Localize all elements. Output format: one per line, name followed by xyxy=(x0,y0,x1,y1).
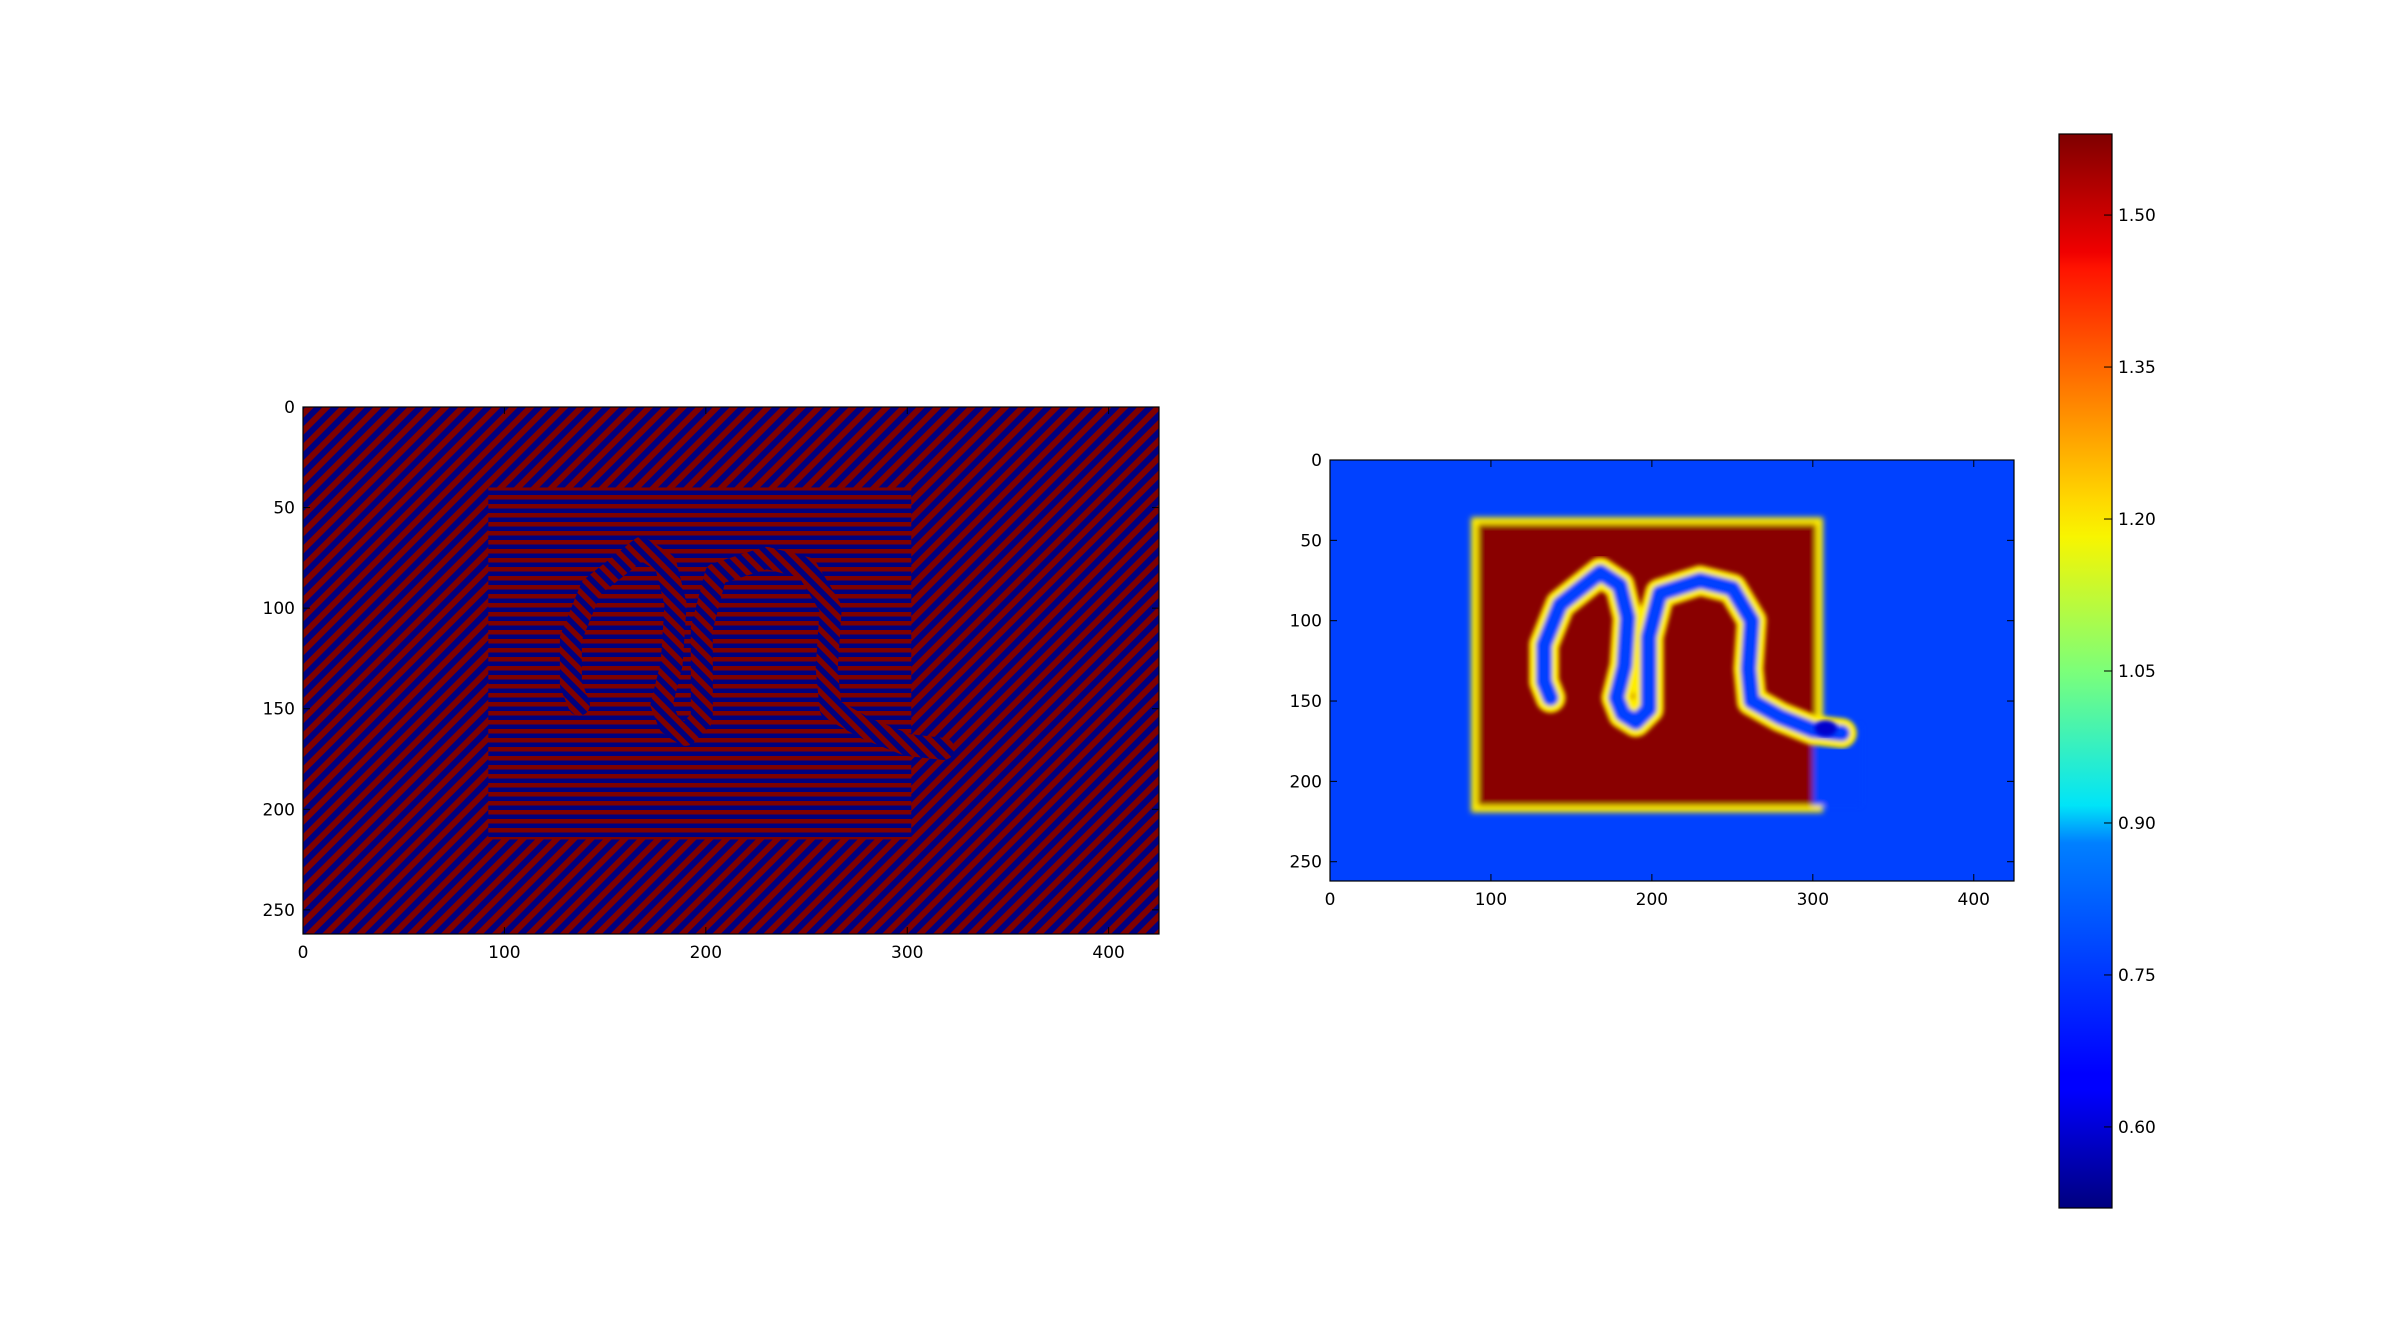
left-x-axis: 0 100 200 300 400 xyxy=(298,407,1125,963)
right-y-axis: 0 50 100 150 200 250 xyxy=(1290,451,2014,873)
y-tick-label: 50 xyxy=(273,499,295,519)
colorbar-tick-label: 1.20 xyxy=(2118,510,2156,530)
y-tick-label: 200 xyxy=(263,800,295,820)
x-tick-label: 300 xyxy=(891,943,923,963)
y-tick-label: 150 xyxy=(1290,692,1322,712)
right-plot-frame xyxy=(1329,459,2015,882)
y-tick-label: 50 xyxy=(1300,531,1322,551)
x-tick-label: 200 xyxy=(690,943,722,963)
y-tick-label: 250 xyxy=(263,901,295,921)
x-tick-label: 400 xyxy=(1958,890,1990,910)
colorbar-tick-label: 0.60 xyxy=(2118,1118,2156,1138)
left-curved-band xyxy=(559,536,955,760)
colorbar-tick-label: 0.90 xyxy=(2118,814,2156,834)
y-tick-label: 100 xyxy=(1290,612,1322,632)
band-end-blob xyxy=(1814,720,1837,737)
x-tick-label: 100 xyxy=(488,943,520,963)
y-tick-label: 250 xyxy=(1290,853,1322,873)
left-y-axis: 0 50 100 150 200 250 xyxy=(263,398,1159,921)
y-tick-label: 0 xyxy=(1311,451,1322,471)
x-tick-label: 300 xyxy=(1797,890,1829,910)
x-tick-label: 200 xyxy=(1636,890,1668,910)
colorbar-ticks: 0.60 0.75 0.90 1.05 1.20 1.35 1.50 xyxy=(2104,206,2156,1138)
x-tick-label: 400 xyxy=(1092,943,1124,963)
band-core xyxy=(1536,564,1850,742)
y-tick-label: 200 xyxy=(1290,772,1322,792)
right-x-axis: 0 100 200 300 400 xyxy=(1325,460,1990,910)
colorbar: 0.60 0.75 0.90 1.05 1.20 1.35 1.50 xyxy=(2058,133,2156,1209)
y-tick-label: 150 xyxy=(263,700,295,720)
y-tick-label: 0 xyxy=(284,398,295,418)
x-tick-label: 100 xyxy=(1475,890,1507,910)
left-plot-frame xyxy=(302,406,1160,935)
colorbar-tick-label: 1.50 xyxy=(2118,206,2156,226)
colorbar-tick-label: 1.35 xyxy=(2118,358,2156,378)
x-tick-label: 0 xyxy=(1325,890,1336,910)
y-tick-label: 100 xyxy=(263,599,295,619)
x-tick-label: 0 xyxy=(298,943,309,963)
colorbar-gradient xyxy=(2058,133,2113,1209)
colorbar-tick-label: 0.75 xyxy=(2118,966,2156,986)
field-panel: 0 100 200 300 400 0 50 100 150 200 250 xyxy=(1290,451,2015,910)
stripe-pattern-panel: 0 100 200 300 400 0 50 100 150 200 250 xyxy=(263,398,1160,963)
colorbar-tick-label: 1.05 xyxy=(2118,662,2156,682)
